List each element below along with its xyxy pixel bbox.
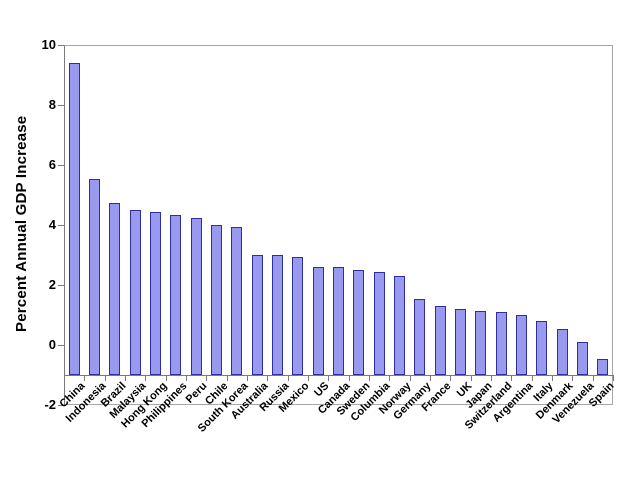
y-tick-label: 10 [41,37,56,52]
x-tick [613,375,614,381]
y-tick-label: 4 [48,217,56,232]
bar-denmark [556,328,568,375]
bar-germany [414,298,426,375]
bar-brazil [109,202,121,375]
y-tick-label: -2 [44,397,56,412]
bar-switzerland [495,312,507,375]
bar-chile [211,225,222,375]
bar-canada [333,267,344,375]
x-tick [450,375,452,381]
x-tick [206,375,208,381]
x-tick [165,375,167,381]
bar-mexico [292,256,304,375]
bar-south-korea [231,226,243,375]
bar-norway [394,276,405,375]
x-tick [328,375,330,381]
bar-japan [475,310,487,375]
x-axis-line [64,375,614,376]
bar-sweden [353,270,365,375]
x-tick [470,375,472,381]
bar-peru [190,217,202,375]
y-tick-label: 8 [48,97,56,112]
x-tick [409,375,411,381]
y-tick [58,165,64,166]
y-tick [58,105,64,106]
bar-indonesia [89,178,100,375]
x-tick [64,375,65,381]
x-tick [511,375,513,381]
x-tick [308,375,309,381]
bar-argentina [516,315,527,375]
bar-philippines [170,214,182,375]
x-tick [226,375,228,381]
x-tick [491,375,492,381]
bar-italy [536,321,548,375]
x-tick [186,375,187,381]
x-tick [145,375,147,381]
bar-hong-kong [150,211,161,375]
x-tick [125,375,126,381]
x-tick [430,375,431,381]
y-tick [58,285,64,286]
x-tick [592,375,594,381]
bar-columbia [373,271,385,375]
y-tick [58,405,64,406]
bar-uk [455,309,466,375]
y-tick-label: 2 [48,277,56,292]
bar-china [68,63,80,375]
bar-spain [597,358,609,375]
x-tick [531,375,533,381]
bar-russia [272,255,283,375]
bar-us [312,267,324,375]
x-tick [84,375,86,381]
x-tick [389,375,391,381]
y-tick [58,345,64,346]
bar-france [434,306,446,375]
x-tick [267,375,269,381]
x-tick [348,375,350,381]
x-tick [287,375,289,381]
y-tick-label: 0 [48,337,56,352]
x-tick [104,375,106,381]
y-tick [58,225,64,226]
bar-venezuela [577,342,588,375]
bar-australia [251,255,263,375]
y-tick [58,45,64,46]
x-tick [572,375,574,381]
bar-malaysia [129,210,141,375]
x-tick [369,375,370,381]
x-tick [247,375,248,381]
x-tick [552,375,553,381]
y-tick-label: 6 [48,157,56,172]
